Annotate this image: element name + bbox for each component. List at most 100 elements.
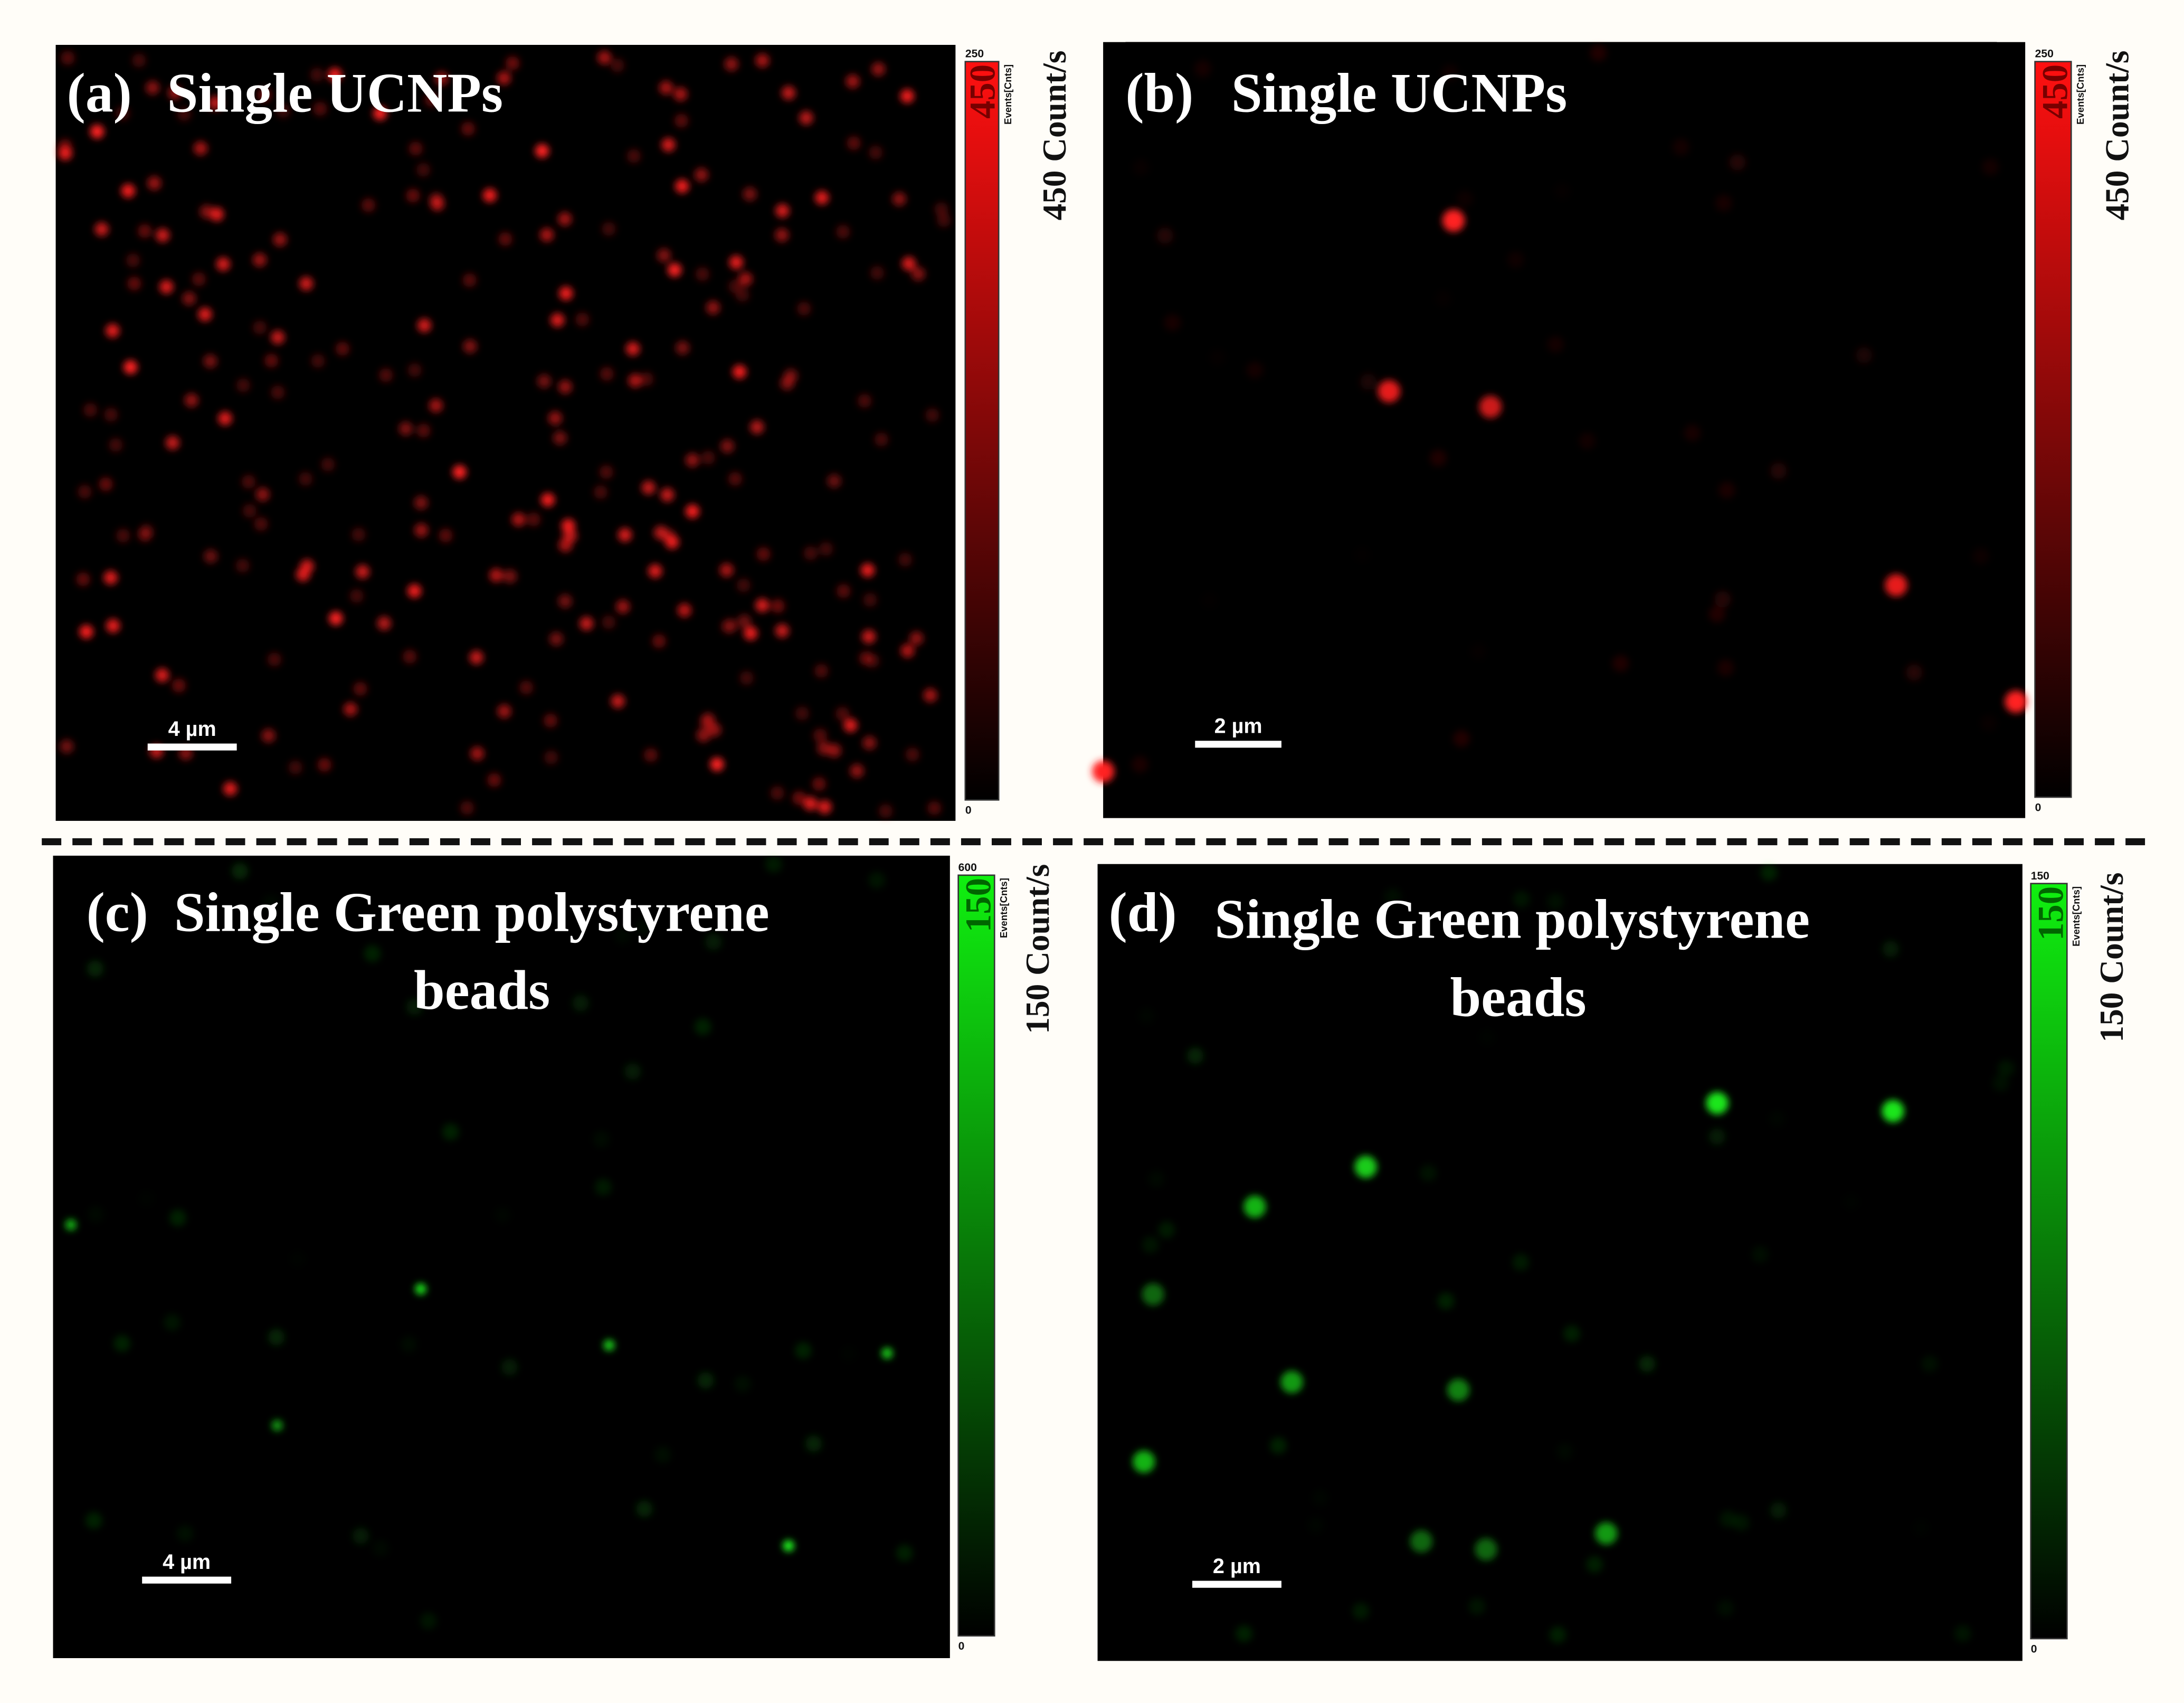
- side-label: 150 Count/s: [2093, 873, 2130, 1043]
- spot: [719, 563, 734, 578]
- spot: [1468, 1598, 1486, 1615]
- spot: [113, 1335, 131, 1352]
- spot: [271, 1420, 283, 1431]
- spot: [103, 571, 118, 585]
- spot: [603, 1339, 615, 1351]
- spot: [415, 1283, 426, 1295]
- spot: [313, 101, 327, 116]
- spot: [88, 1206, 105, 1223]
- spot: [1843, 1194, 1859, 1210]
- spot: [155, 228, 170, 242]
- spot: [104, 408, 118, 422]
- spot: [1556, 1443, 1573, 1460]
- spot: [145, 80, 160, 95]
- spot: [707, 723, 721, 737]
- spot: [878, 804, 893, 818]
- spot: [252, 253, 267, 267]
- colorbar: [2030, 883, 2068, 1640]
- spot: [898, 552, 913, 567]
- spot: [615, 600, 630, 614]
- scale-bar-label: 2 µm: [1213, 1555, 1261, 1578]
- spot: [911, 267, 925, 281]
- spot: [803, 546, 818, 561]
- spot: [1131, 756, 1148, 773]
- spot: [200, 204, 214, 219]
- spot: [1769, 1111, 1786, 1128]
- spot: [652, 634, 666, 648]
- spot: [677, 603, 691, 618]
- spot: [1563, 1325, 1580, 1342]
- spot: [1209, 349, 1226, 366]
- spot: [881, 1347, 893, 1359]
- spot: [755, 53, 770, 68]
- spot: [159, 280, 174, 294]
- spot: [1456, 191, 1474, 207]
- spot: [1554, 183, 1571, 200]
- spot: [1972, 547, 1989, 565]
- spot: [1442, 209, 1465, 232]
- spot: [494, 1207, 511, 1224]
- spot: [738, 272, 753, 286]
- spot: [1280, 1370, 1303, 1394]
- spot: [705, 933, 722, 950]
- spot: [1638, 1355, 1656, 1373]
- spot: [1708, 1128, 1725, 1145]
- spot: [317, 758, 331, 772]
- spot: [109, 438, 123, 452]
- spot: [1708, 605, 1726, 622]
- spot: [90, 125, 105, 139]
- spot: [1513, 891, 1530, 908]
- spot: [729, 255, 744, 270]
- spot: [165, 436, 180, 450]
- spot: [653, 525, 668, 540]
- spot: [235, 559, 250, 573]
- spot: [1142, 1283, 1164, 1306]
- spot: [1980, 715, 1997, 732]
- spot: [58, 139, 72, 153]
- spot: [364, 945, 381, 962]
- spot: [124, 360, 138, 374]
- spot: [665, 535, 679, 549]
- spot: [204, 549, 218, 564]
- spot: [1201, 592, 1218, 609]
- spot: [1714, 591, 1731, 608]
- spot: [236, 378, 251, 393]
- spot: [792, 791, 806, 805]
- spot: [329, 611, 343, 626]
- spot: [1921, 1355, 1939, 1373]
- spot: [674, 113, 689, 128]
- spot: [673, 87, 688, 101]
- spot: [868, 145, 883, 160]
- spot: [1435, 290, 1452, 307]
- spot: [1441, 64, 1459, 82]
- spot: [271, 330, 285, 345]
- spot: [537, 374, 552, 389]
- spot: [1133, 159, 1150, 176]
- spot: [639, 372, 654, 386]
- spot: [106, 619, 120, 633]
- spot: [728, 279, 743, 294]
- spot: [208, 96, 223, 110]
- spot: [799, 111, 813, 125]
- spot: [756, 547, 771, 561]
- colorbar-max: 150: [2031, 870, 2049, 882]
- side-label: 450 Count/s: [1036, 51, 1073, 221]
- spot: [593, 1131, 610, 1148]
- spots: [65, 856, 913, 1630]
- spot: [1453, 730, 1470, 747]
- spot: [836, 224, 850, 239]
- spot: [489, 568, 504, 582]
- spot: [859, 651, 873, 665]
- spot: [696, 728, 711, 742]
- spot: [353, 682, 367, 696]
- colorbar-unit: Events[Cnts]: [2075, 64, 2086, 125]
- spot: [812, 777, 827, 791]
- colorbar-max: 250: [2035, 48, 2054, 60]
- spot: [539, 228, 554, 242]
- spot: [252, 320, 267, 335]
- spot: [857, 394, 872, 408]
- spot: [1410, 1530, 1432, 1553]
- spot: [710, 757, 724, 772]
- spot: [1992, 1074, 2009, 1092]
